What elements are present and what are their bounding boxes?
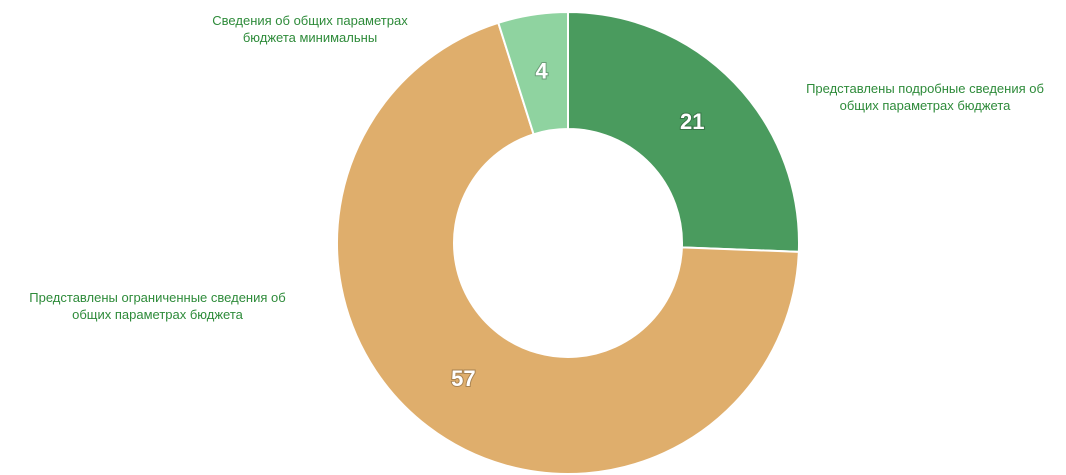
category-label: Представлены ограниченные сведения об об… <box>29 290 286 322</box>
slice <box>497 10 569 136</box>
slice <box>567 10 800 253</box>
slice <box>336 21 800 475</box>
value-label: 21 <box>680 109 704 134</box>
value-label: 57 <box>451 366 475 391</box>
category-label: Представлены подробные сведения об общих… <box>806 81 1044 113</box>
category-label: Сведения об общих параметрах бюджета мин… <box>212 13 408 45</box>
value-label: 4 <box>536 58 549 83</box>
